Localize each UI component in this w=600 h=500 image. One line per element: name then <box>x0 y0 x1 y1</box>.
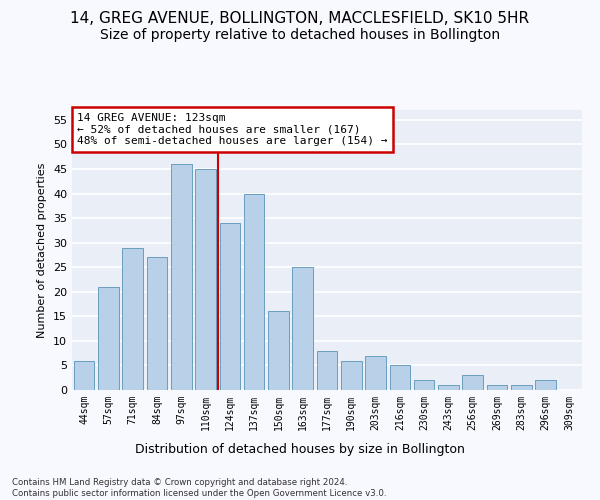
Bar <box>463 376 483 390</box>
Bar <box>146 258 167 390</box>
Text: Contains HM Land Registry data © Crown copyright and database right 2024.
Contai: Contains HM Land Registry data © Crown c… <box>12 478 386 498</box>
Bar <box>365 356 386 390</box>
Bar <box>98 287 119 390</box>
Bar <box>535 380 556 390</box>
Bar <box>195 169 216 390</box>
Bar <box>414 380 434 390</box>
Y-axis label: Number of detached properties: Number of detached properties <box>37 162 47 338</box>
Bar <box>74 360 94 390</box>
Bar <box>487 385 508 390</box>
Bar <box>341 360 362 390</box>
Bar <box>511 385 532 390</box>
Bar <box>389 366 410 390</box>
Text: 14, GREG AVENUE, BOLLINGTON, MACCLESFIELD, SK10 5HR: 14, GREG AVENUE, BOLLINGTON, MACCLESFIEL… <box>70 11 530 26</box>
Bar <box>220 223 240 390</box>
Bar <box>317 350 337 390</box>
Text: Size of property relative to detached houses in Bollington: Size of property relative to detached ho… <box>100 28 500 42</box>
Bar <box>244 194 265 390</box>
Text: Distribution of detached houses by size in Bollington: Distribution of detached houses by size … <box>135 442 465 456</box>
Text: 14 GREG AVENUE: 123sqm
← 52% of detached houses are smaller (167)
48% of semi-de: 14 GREG AVENUE: 123sqm ← 52% of detached… <box>77 113 388 146</box>
Bar <box>438 385 459 390</box>
Bar <box>122 248 143 390</box>
Bar <box>171 164 191 390</box>
Bar <box>268 312 289 390</box>
Bar <box>292 267 313 390</box>
